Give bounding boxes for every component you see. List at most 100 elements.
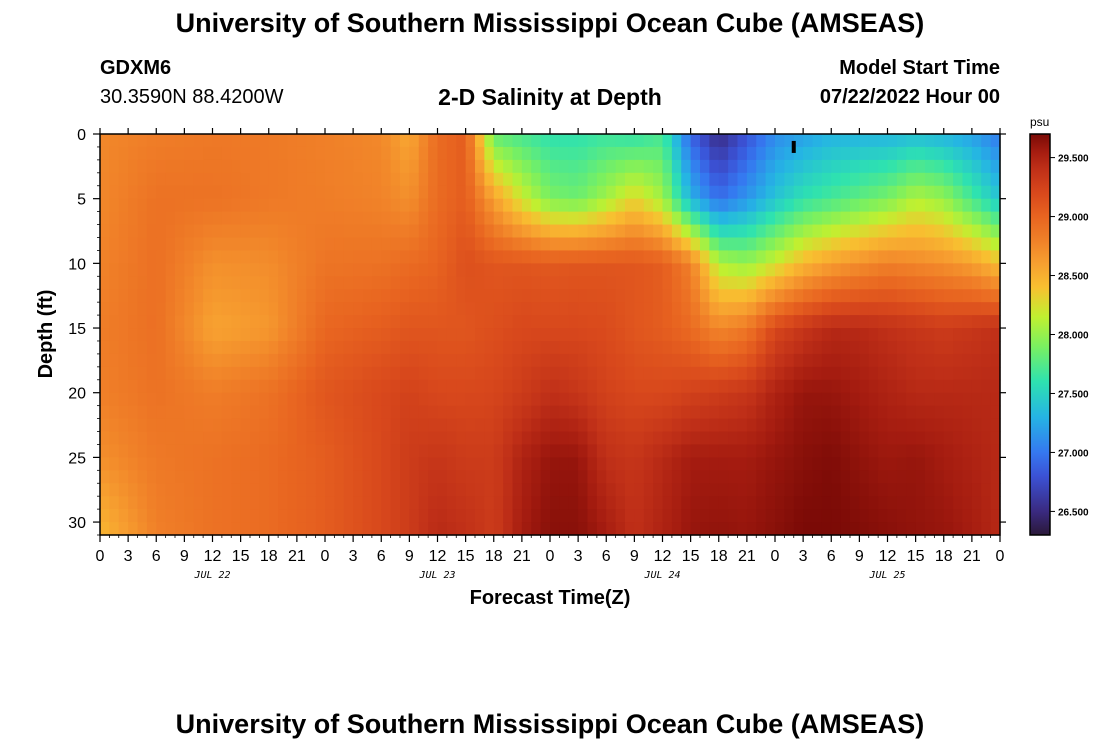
heatmap-cell <box>625 211 635 226</box>
heatmap-cell <box>381 353 392 368</box>
heatmap-cell <box>746 483 757 497</box>
heatmap-cell <box>353 263 364 277</box>
heatmap-cell <box>512 276 523 290</box>
heatmap-cell <box>278 172 289 187</box>
heatmap-cell <box>503 457 514 471</box>
heatmap-cell <box>981 483 992 497</box>
heatmap-cell <box>184 444 195 458</box>
heatmap-cell <box>859 522 870 536</box>
heatmap-cell <box>268 263 279 277</box>
heatmap-cell <box>287 211 298 226</box>
heatmap-cell <box>315 134 326 148</box>
heatmap-cell <box>793 263 804 277</box>
heatmap-cell <box>156 263 167 277</box>
heatmap-cell <box>371 302 382 316</box>
heatmap-cell <box>625 185 635 200</box>
heatmap-cell <box>803 509 814 523</box>
heatmap-cell <box>671 366 682 381</box>
x-tick-label: 3 <box>349 548 358 565</box>
heatmap-cell <box>559 457 570 471</box>
heatmap-cell <box>212 198 223 213</box>
heatmap-cell <box>128 470 139 484</box>
heatmap-cell <box>512 522 523 536</box>
heatmap-cell <box>165 496 176 510</box>
heatmap-cell <box>315 185 326 200</box>
heatmap-cell <box>259 172 270 187</box>
heatmap-cell <box>859 211 870 226</box>
heatmap-cell <box>409 470 420 484</box>
heatmap-cell <box>315 457 326 471</box>
heatmap-cell <box>175 211 185 226</box>
heatmap-cell <box>212 315 223 329</box>
heatmap-cell <box>193 496 204 510</box>
heatmap-cell <box>203 198 214 213</box>
heatmap-cell <box>981 366 992 381</box>
heatmap-cell <box>896 159 907 174</box>
heatmap-cell <box>887 263 898 277</box>
heatmap-cell <box>728 302 739 316</box>
heatmap-cell <box>128 302 139 316</box>
heatmap-cell <box>915 263 926 277</box>
heatmap-cell <box>709 211 720 226</box>
colorbar-unit: psu <box>1030 115 1049 129</box>
heatmap-cell <box>840 315 851 329</box>
heatmap-cell <box>400 431 410 446</box>
heatmap-cell <box>287 379 298 394</box>
heatmap-cell <box>259 470 270 484</box>
heatmap-cell <box>353 146 364 161</box>
heatmap-cell <box>943 340 954 355</box>
heatmap-cell <box>709 276 720 290</box>
heatmap-cell <box>503 418 514 433</box>
heatmap-cell <box>868 302 879 316</box>
heatmap-cell <box>175 263 185 277</box>
heatmap-cell <box>203 250 214 264</box>
heatmap-cell <box>765 224 776 239</box>
heatmap-cell <box>484 353 495 368</box>
heatmap-cell <box>971 250 982 264</box>
heatmap-cell <box>231 431 242 446</box>
heatmap-cell <box>925 198 935 213</box>
heatmap-cell <box>615 496 626 510</box>
heatmap-cell <box>971 276 982 290</box>
heatmap-cell <box>184 172 195 187</box>
heatmap-cell <box>728 366 739 381</box>
heatmap-cell <box>971 431 982 446</box>
heatmap-cell <box>625 431 635 446</box>
heatmap-cell <box>690 509 701 523</box>
heatmap-cell <box>146 159 157 174</box>
heatmap-cell <box>868 237 879 252</box>
heatmap-cell <box>325 146 335 161</box>
heatmap-cell <box>821 276 832 290</box>
heatmap-cell <box>578 340 589 355</box>
heatmap-cell <box>165 302 176 316</box>
heatmap-cell <box>596 405 607 420</box>
heatmap-cell <box>746 185 757 200</box>
heatmap-cell <box>343 366 354 381</box>
heatmap-cell <box>250 276 260 290</box>
heatmap-cell <box>456 509 467 523</box>
heatmap-cell <box>690 237 701 252</box>
heatmap-cell <box>643 263 654 277</box>
heatmap-cell <box>184 340 195 355</box>
heatmap-cell <box>475 250 485 264</box>
heatmap-cell <box>550 379 560 394</box>
heatmap-cell <box>156 185 167 200</box>
heatmap-cell <box>700 159 710 174</box>
heatmap-cell <box>437 418 448 433</box>
heatmap-cell <box>915 289 926 303</box>
heatmap-cell <box>765 172 776 187</box>
heatmap-cell <box>784 483 795 497</box>
heatmap-cell <box>137 289 148 303</box>
heatmap-cell <box>756 418 767 433</box>
heatmap-cell <box>840 496 851 510</box>
heatmap-cell <box>887 431 898 446</box>
heatmap-cell <box>831 379 842 394</box>
heatmap-cell <box>456 444 467 458</box>
heatmap-cell <box>343 276 354 290</box>
heatmap-cell <box>165 211 176 226</box>
heatmap-cell <box>343 509 354 523</box>
heatmap-cell <box>981 496 992 510</box>
heatmap-cell <box>212 250 223 264</box>
heatmap-cell <box>353 392 364 407</box>
heatmap-cell <box>681 353 692 368</box>
